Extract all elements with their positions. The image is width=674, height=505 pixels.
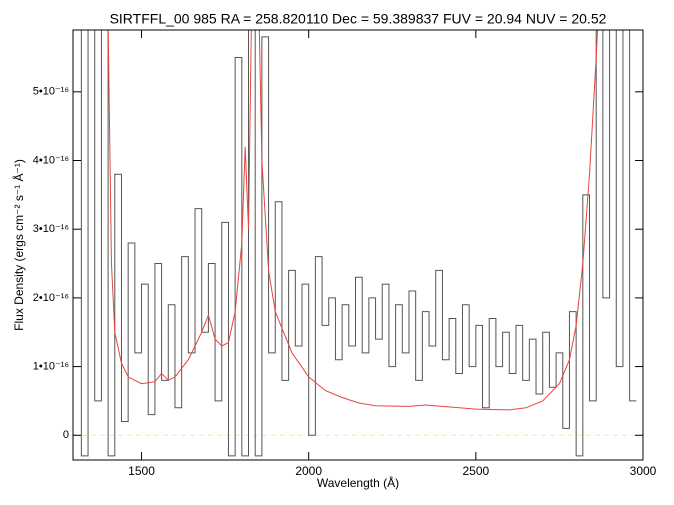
x-tick-label: 1500	[128, 464, 155, 478]
chart-title: SIRTFFL_00 985 RA = 258.820110 Dec = 59.…	[110, 11, 607, 27]
plot-frame	[72, 29, 644, 461]
y-axis-label: Flux Density (ergs cm⁻² s⁻¹ Å⁻¹)	[11, 159, 26, 331]
y-tick-label: 0	[63, 429, 69, 441]
flux-line	[80, 30, 637, 457]
x-tick-label: 2000	[295, 464, 322, 478]
x-axis-label: Wavelength (Å)	[317, 475, 399, 490]
x-tick-label: 2500	[462, 464, 489, 478]
x-tick-label: 3000	[630, 464, 657, 478]
y-tick-label: 5•10⁻¹⁶	[33, 86, 69, 98]
error-line	[107, 30, 599, 411]
y-tick-label: 4•10⁻¹⁶	[33, 154, 69, 166]
y-tick-label: 2•10⁻¹⁶	[33, 292, 69, 304]
y-tick-label: 3•10⁻¹⁶	[33, 223, 69, 235]
y-tick-label: 1•10⁻¹⁶	[33, 360, 69, 372]
plot-area	[73, 30, 643, 457]
